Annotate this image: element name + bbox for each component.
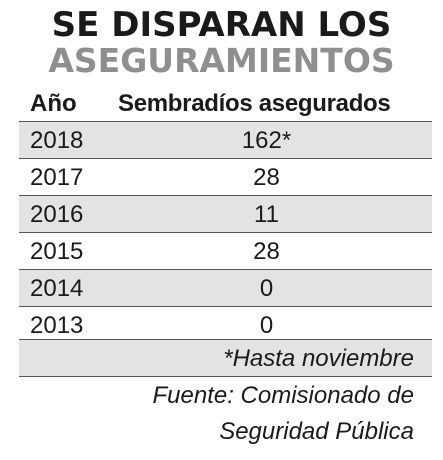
row-value: 0 bbox=[259, 312, 274, 339]
footnote-text: *Hasta noviembre bbox=[223, 345, 414, 372]
row-year: 2015 bbox=[30, 238, 84, 265]
table-row: 2015 28 bbox=[19, 232, 432, 269]
row-year: 2014 bbox=[30, 275, 84, 302]
table-header: Año Sembradíos asegurados bbox=[0, 88, 443, 120]
header-year: Año bbox=[30, 90, 77, 117]
row-year: 2013 bbox=[30, 312, 84, 339]
table-row: 2014 0 bbox=[19, 269, 432, 306]
table-row: 2017 28 bbox=[19, 158, 432, 195]
header-sembradios: Sembradíos asegurados bbox=[118, 90, 391, 117]
footnote-row: *Hasta noviembre bbox=[19, 339, 432, 377]
row-value: 11 bbox=[254, 201, 279, 228]
row-year: 2018 bbox=[30, 127, 84, 154]
row-year: 2017 bbox=[30, 164, 84, 191]
row-value: 162* bbox=[241, 127, 292, 154]
source-line-1: Fuente: Comisionado de bbox=[152, 382, 415, 409]
title-line-2: ASEGURAMIENTOS bbox=[48, 41, 395, 80]
table-row: 2016 11 bbox=[19, 195, 432, 232]
title-line-1: SE DISPARAN LOS bbox=[51, 5, 392, 45]
table-row: 2018 162* bbox=[19, 121, 432, 158]
row-value: 28 bbox=[253, 238, 280, 265]
row-value: 0 bbox=[259, 275, 274, 302]
table-row: 2013 0 bbox=[19, 306, 432, 343]
row-value: 28 bbox=[253, 164, 280, 191]
data-table: 2018 162* 2017 28 2016 11 2015 28 2014 0… bbox=[19, 121, 432, 343]
source-line-2: Seguridad Pública bbox=[219, 418, 414, 445]
row-year: 2016 bbox=[30, 201, 84, 228]
